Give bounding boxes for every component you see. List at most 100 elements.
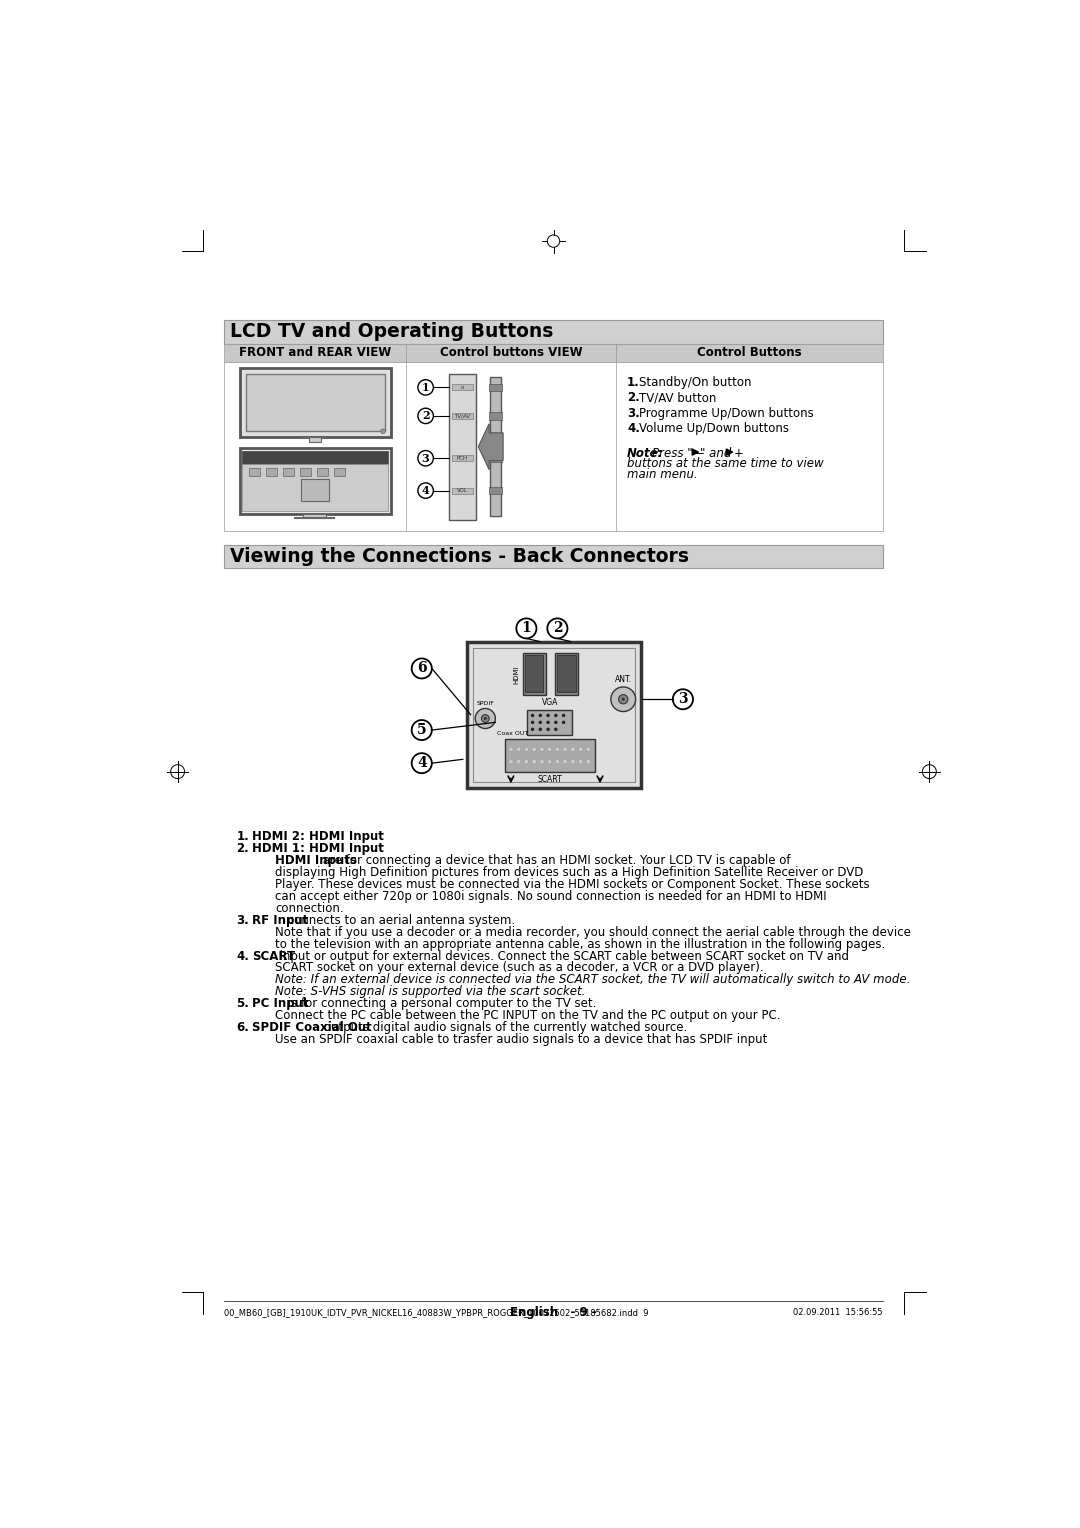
Text: Standby/On button: Standby/On button: [638, 376, 752, 388]
Bar: [225, 545, 882, 568]
Circle shape: [563, 747, 567, 752]
Circle shape: [516, 747, 521, 752]
Circle shape: [411, 753, 432, 773]
Circle shape: [531, 747, 537, 752]
Text: main menu.: main menu.: [627, 468, 698, 481]
Circle shape: [524, 747, 529, 752]
Text: 5.: 5.: [237, 998, 249, 1010]
Text: SPDIF: SPDIF: [476, 701, 495, 706]
Circle shape: [509, 759, 513, 764]
Text: input or output for external devices. Connect the SCART cable between SCART sock: input or output for external devices. Co…: [272, 949, 849, 963]
Text: SPDIF Coaxial Out: SPDIF Coaxial Out: [252, 1021, 372, 1034]
Text: Note:: Note:: [627, 446, 663, 460]
Text: 6: 6: [417, 662, 427, 675]
Text: 3: 3: [422, 452, 430, 465]
Circle shape: [524, 759, 529, 764]
Text: 5: 5: [417, 723, 427, 736]
Bar: [283, 468, 294, 475]
Bar: [557, 656, 576, 692]
Circle shape: [411, 720, 432, 740]
Bar: [248, 468, 260, 475]
Text: Volume Up/Down buttons: Volume Up/Down buttons: [638, 422, 788, 435]
Circle shape: [484, 717, 487, 720]
Text: VOL: VOL: [457, 487, 468, 494]
Bar: [225, 321, 882, 344]
Text: 2: 2: [422, 411, 430, 422]
Circle shape: [546, 714, 550, 717]
Bar: [467, 642, 642, 788]
Text: Connect the PC cable between the PC INPUT on the TV and the PC output on your PC: Connect the PC cable between the PC INPU…: [275, 1008, 781, 1022]
Text: 3.: 3.: [627, 406, 639, 420]
Text: 3.: 3.: [237, 914, 249, 926]
Text: ANT.: ANT.: [615, 675, 632, 685]
Circle shape: [622, 698, 625, 701]
Bar: [300, 468, 311, 475]
Circle shape: [548, 747, 552, 752]
Text: TV/AV button: TV/AV button: [638, 391, 716, 405]
Circle shape: [562, 714, 565, 717]
Bar: [406, 344, 616, 362]
Circle shape: [586, 747, 591, 752]
Text: 1: 1: [422, 382, 430, 393]
Text: SCART: SCART: [537, 775, 562, 784]
Text: 00_MB60_[GB]_1910UK_IDTV_PVR_NICKEL16_40883W_YPBPR_ROGGER_10072502_50185682.indd: 00_MB60_[GB]_1910UK_IDTV_PVR_NICKEL16_40…: [225, 1308, 649, 1317]
Bar: [523, 652, 545, 695]
Circle shape: [554, 714, 557, 717]
Circle shape: [516, 619, 537, 639]
Bar: [309, 437, 321, 442]
Text: o: o: [460, 385, 463, 390]
Bar: [240, 448, 391, 513]
Circle shape: [554, 721, 557, 724]
Bar: [225, 362, 882, 532]
Circle shape: [411, 659, 432, 678]
Text: is for connecting a personal computer to the TV set.: is for connecting a personal computer to…: [284, 998, 596, 1010]
Circle shape: [546, 721, 550, 724]
Text: HDMI Inputs: HDMI Inputs: [275, 854, 357, 866]
Bar: [489, 454, 501, 461]
Circle shape: [380, 429, 386, 434]
Bar: [489, 384, 501, 391]
Text: Note: If an external device is connected via the SCART socket, the TV will autom: Note: If an external device is connected…: [275, 973, 910, 987]
Bar: [451, 385, 473, 391]
Circle shape: [548, 619, 567, 639]
Bar: [301, 480, 328, 501]
Circle shape: [673, 689, 693, 709]
Text: Control Buttons: Control Buttons: [697, 347, 801, 359]
Text: displaying High Definition pictures from devices such as a High Definition Satel: displaying High Definition pictures from…: [275, 866, 864, 879]
Bar: [489, 413, 501, 420]
Circle shape: [531, 759, 537, 764]
Text: 1.: 1.: [627, 376, 639, 388]
Bar: [527, 711, 572, 735]
Text: +: +: [733, 446, 743, 460]
Text: Player. These devices must be connected via the HDMI sockets or Component Socket: Player. These devices must be connected …: [275, 879, 869, 891]
Text: HDMI 2: HDMI Input: HDMI 2: HDMI Input: [252, 830, 383, 843]
Circle shape: [619, 695, 627, 704]
Circle shape: [546, 727, 550, 730]
Text: SCART: SCART: [252, 949, 295, 963]
Text: Press "—: Press "—: [652, 446, 704, 460]
Bar: [303, 513, 326, 518]
Bar: [490, 377, 501, 516]
Text: FRONT and REAR VIEW: FRONT and REAR VIEW: [239, 347, 391, 359]
Circle shape: [578, 759, 583, 764]
Bar: [242, 465, 389, 510]
Bar: [240, 368, 391, 437]
Text: PC Input: PC Input: [252, 998, 309, 1010]
Text: Control buttons VIEW: Control buttons VIEW: [440, 347, 582, 359]
Circle shape: [570, 759, 576, 764]
Circle shape: [555, 747, 559, 752]
Text: 2.: 2.: [237, 842, 249, 856]
Text: HDMI 1: HDMI Input: HDMI 1: HDMI Input: [252, 842, 383, 856]
Text: outputs digital audio signals of the currently watched source.: outputs digital audio signals of the cur…: [320, 1021, 687, 1034]
Text: Note that if you use a decoder or a media recorder, you should connect the aeria: Note that if you use a decoder or a medi…: [275, 926, 912, 938]
Circle shape: [418, 380, 433, 396]
Circle shape: [555, 759, 559, 764]
Bar: [555, 652, 578, 695]
Text: English   - 9 -: English - 9 -: [510, 1306, 597, 1319]
Text: " and: " and: [700, 446, 731, 460]
Circle shape: [418, 451, 433, 466]
Bar: [246, 374, 384, 431]
Text: 2.: 2.: [627, 391, 639, 405]
Text: HDMI: HDMI: [513, 665, 519, 685]
Text: to the television with an appropriate antenna cable, as shown in the illustratio: to the television with an appropriate an…: [275, 938, 886, 950]
